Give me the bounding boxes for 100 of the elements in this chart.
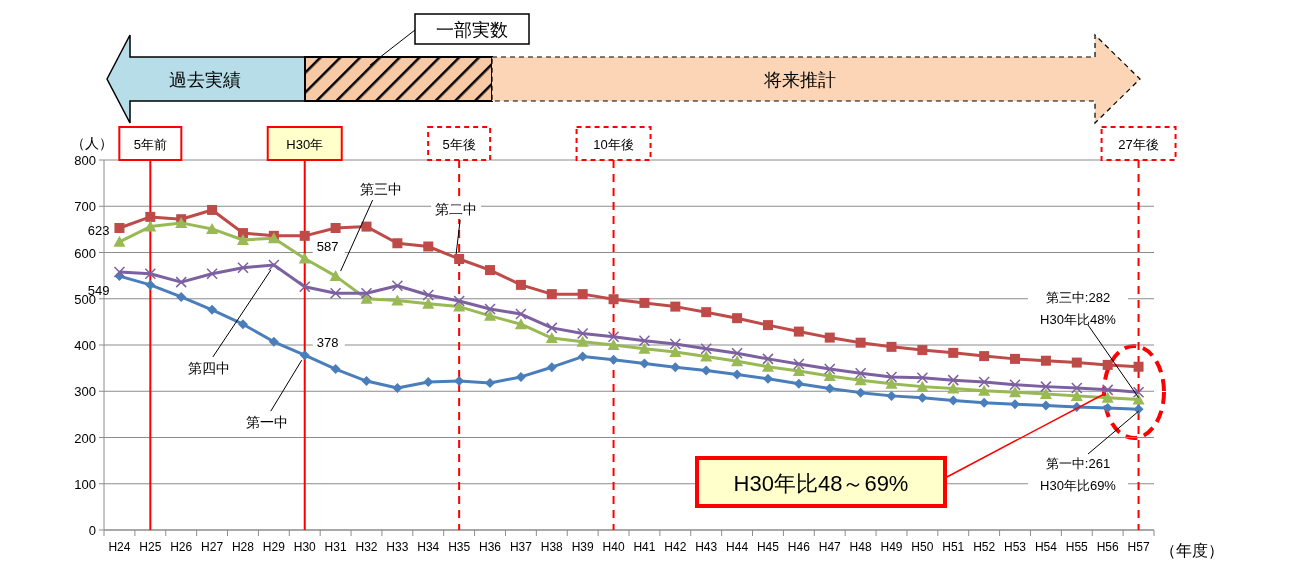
- point: [298, 280, 311, 293]
- point: [1132, 386, 1145, 398]
- point: [979, 351, 990, 362]
- point: [1102, 359, 1113, 370]
- point: [761, 360, 774, 372]
- point: [917, 392, 928, 403]
- text: 第四中: [187, 359, 230, 376]
- x-tick-label: H38: [540, 540, 564, 554]
- point: [145, 279, 156, 290]
- point: [1132, 393, 1145, 405]
- point: [1009, 379, 1021, 391]
- x-tick-label: H36: [479, 540, 502, 554]
- series-label: 第二中: [435, 200, 478, 217]
- point: [793, 326, 804, 337]
- x-tick-label: H50: [911, 540, 934, 554]
- point: [454, 253, 465, 264]
- x-tick-label: H39: [571, 540, 595, 554]
- point: [1071, 357, 1082, 368]
- point: [299, 350, 310, 361]
- ref-line-label: 27年後: [1118, 137, 1159, 152]
- point: [484, 303, 496, 315]
- point: [855, 387, 866, 398]
- x-tick-label: H42: [664, 540, 687, 554]
- point: [823, 369, 836, 381]
- point: [206, 268, 218, 280]
- point: [207, 204, 218, 215]
- point: [792, 364, 805, 376]
- text: 第三中: [359, 181, 402, 198]
- x-tick-label: H48: [849, 540, 872, 554]
- point: [113, 266, 126, 278]
- point: [762, 373, 773, 384]
- point: [824, 383, 835, 394]
- text: 一部実数: [436, 20, 508, 40]
- point: [1040, 380, 1052, 393]
- point: [607, 339, 620, 350]
- text: 過去実績: [169, 70, 241, 90]
- ref-line-label: 5年前: [133, 137, 167, 152]
- point: [577, 289, 588, 300]
- text: 将来推計: [763, 70, 836, 90]
- point: [485, 377, 496, 388]
- point: [515, 279, 526, 290]
- point: [793, 378, 804, 389]
- point: [422, 297, 435, 309]
- point: [947, 382, 960, 394]
- point: [515, 308, 527, 320]
- x-tick-label: H46: [787, 540, 811, 554]
- data-label: 378: [316, 335, 339, 351]
- point: [669, 338, 682, 350]
- point: [1070, 389, 1083, 401]
- x-tick-label: H25: [139, 540, 162, 554]
- point: [360, 287, 373, 299]
- point: [237, 319, 248, 330]
- x-tick-label: H33: [386, 540, 409, 554]
- point: [545, 332, 558, 344]
- point: [392, 238, 403, 249]
- point: [1133, 404, 1144, 415]
- ref-line-label: H30年: [286, 137, 324, 152]
- point: [731, 347, 743, 360]
- point: [484, 309, 497, 321]
- x-tick-label: H52: [973, 540, 996, 554]
- point: [577, 351, 588, 362]
- point: [978, 376, 990, 388]
- point: [268, 259, 280, 271]
- y-tick-label: 400: [74, 338, 96, 353]
- ref-line-label: 10年後: [593, 137, 634, 152]
- y-tick-label: 200: [74, 430, 96, 446]
- point: [607, 330, 620, 343]
- point: [237, 262, 249, 274]
- point: [701, 365, 712, 376]
- annotation: H30年比48～69%: [733, 471, 909, 496]
- point: [144, 268, 157, 280]
- point: [947, 374, 960, 386]
- point: [700, 350, 713, 362]
- point: [854, 367, 867, 379]
- point: [854, 374, 867, 386]
- point: [1010, 353, 1021, 364]
- point: [330, 364, 341, 375]
- point: [114, 222, 125, 233]
- x-tick-label: H41: [633, 540, 656, 554]
- point: [700, 342, 712, 355]
- x-tick-label: H44: [726, 540, 749, 554]
- x-tick-label: H55: [1065, 540, 1089, 554]
- point: [361, 221, 372, 232]
- point: [978, 384, 991, 396]
- point: [886, 341, 897, 352]
- point: [639, 297, 650, 308]
- point: [113, 235, 126, 247]
- point: [1102, 402, 1113, 413]
- point: [546, 362, 557, 373]
- x-tick-label: H32: [355, 540, 378, 554]
- y-tick-label: 800: [74, 153, 96, 168]
- point: [669, 345, 682, 357]
- point: [329, 287, 342, 299]
- point: [948, 347, 959, 358]
- point: [916, 380, 929, 392]
- point: [608, 294, 619, 305]
- point: [885, 377, 898, 389]
- point: [392, 383, 403, 394]
- x-tick-label: H51: [942, 540, 965, 554]
- x-tick-label: H37: [509, 540, 533, 554]
